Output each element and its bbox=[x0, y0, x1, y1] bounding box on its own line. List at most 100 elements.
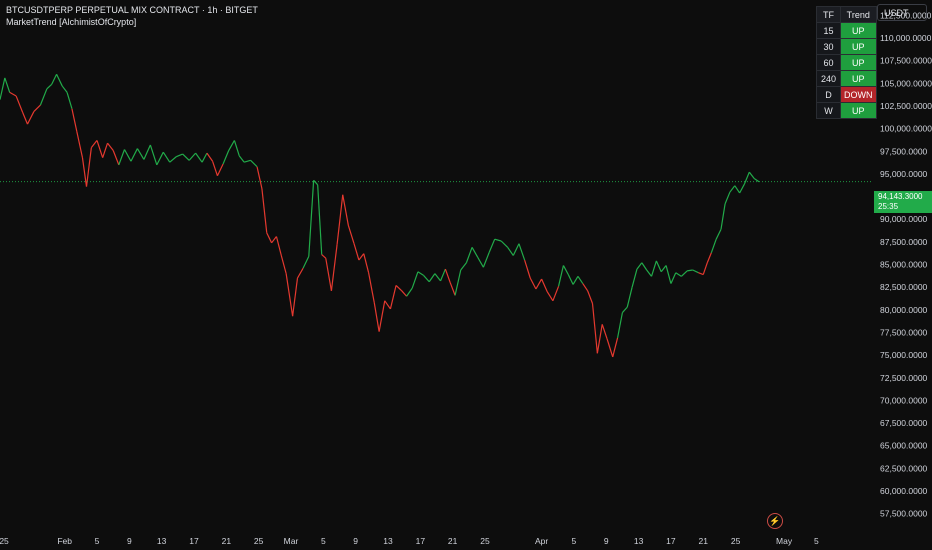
x-tick-label: 9 bbox=[127, 536, 132, 546]
price-segment bbox=[9, 91, 17, 97]
y-tick-label: 80,000.0000 bbox=[880, 305, 928, 315]
x-tick-label: 5 bbox=[321, 536, 326, 546]
time-axis[interactable]: 25 Feb 5 9 13 17 21 25 Mar 5 9 13 17 21 25 Apr 5 9 13 17 21 2… bbox=[0, 536, 819, 546]
price-segment bbox=[743, 171, 750, 185]
x-tick-label: 13 bbox=[383, 536, 393, 546]
price-segment bbox=[512, 243, 520, 256]
y-tick-label: 75,000.0000 bbox=[880, 350, 928, 360]
trend-row: D DOWN bbox=[816, 86, 877, 103]
price-segment bbox=[724, 191, 731, 205]
price-segment bbox=[216, 163, 224, 177]
price-segment bbox=[378, 300, 386, 332]
price-segment bbox=[567, 274, 574, 285]
price-segment bbox=[363, 253, 370, 273]
price-segment bbox=[423, 275, 430, 283]
price-segment bbox=[373, 302, 380, 332]
price-segment bbox=[665, 265, 672, 284]
price-segment bbox=[636, 262, 643, 270]
price-segment bbox=[76, 131, 84, 158]
trend-row: 60 UP bbox=[816, 54, 877, 71]
price-segment bbox=[384, 300, 391, 310]
x-tick-label: 9 bbox=[353, 536, 358, 546]
price-segment bbox=[557, 265, 564, 287]
trend-tf: 30 bbox=[816, 38, 841, 55]
price-segment bbox=[4, 77, 11, 93]
x-tick-label: 17 bbox=[189, 536, 199, 546]
price-segment bbox=[81, 157, 88, 187]
price-segment bbox=[112, 150, 120, 166]
price-segment bbox=[256, 166, 263, 189]
price-segment bbox=[313, 179, 319, 186]
price-segment bbox=[302, 256, 310, 269]
price-segment bbox=[66, 92, 73, 109]
price-segment bbox=[280, 255, 287, 274]
price-segment bbox=[454, 269, 462, 296]
x-tick-label: 21 bbox=[699, 536, 709, 546]
trend-row: 30 UP bbox=[816, 38, 877, 55]
trend-header: Trend bbox=[840, 6, 877, 23]
x-tick-label: 5 bbox=[814, 536, 819, 546]
y-tick-label: 110,000.0000 bbox=[880, 33, 932, 43]
price-segment bbox=[317, 184, 323, 255]
price-axis[interactable]: 112,500.0000 110,000.0000 107,500.0000 105,… bbox=[880, 10, 932, 518]
currency-button[interactable]: USDT bbox=[877, 4, 927, 21]
trend-value: UP bbox=[840, 54, 877, 71]
price-segment bbox=[681, 270, 688, 277]
current-price-label: 94,143.3000 25:35 bbox=[874, 191, 932, 213]
trend-value: DOWN bbox=[840, 86, 877, 103]
price-segment bbox=[616, 312, 624, 339]
price-segment bbox=[698, 272, 704, 276]
price-segment bbox=[577, 275, 584, 284]
trend-value: UP bbox=[840, 22, 877, 39]
price-segment bbox=[123, 149, 132, 162]
trend-row: 240 UP bbox=[816, 70, 877, 87]
price-segment bbox=[518, 243, 526, 261]
trend-row: W UP bbox=[816, 102, 877, 119]
price-segment bbox=[529, 277, 537, 290]
x-tick-label: 25 bbox=[480, 536, 490, 546]
price-segment bbox=[729, 185, 736, 193]
x-tick-label: 25 bbox=[731, 536, 741, 546]
price-segment bbox=[136, 148, 145, 160]
price-segment bbox=[61, 85, 68, 93]
price-segment bbox=[395, 284, 403, 292]
price-segment bbox=[342, 194, 349, 226]
x-tick-label: 5 bbox=[95, 536, 100, 546]
x-tick-label: Feb bbox=[57, 536, 72, 546]
x-tick-label: 13 bbox=[157, 536, 167, 546]
trend-tf: W bbox=[816, 102, 841, 119]
y-tick-label: 97,500.0000 bbox=[880, 146, 928, 156]
price-segment bbox=[541, 278, 548, 292]
bar-countdown: 25:35 bbox=[878, 202, 899, 211]
price-segment bbox=[675, 272, 682, 277]
x-tick-label: 25 bbox=[0, 536, 9, 546]
price-segment bbox=[546, 291, 554, 302]
price-segment bbox=[702, 262, 708, 275]
price-segment bbox=[471, 247, 479, 258]
price-segment bbox=[33, 104, 41, 112]
price-segment bbox=[22, 112, 29, 125]
lightning-icon[interactable]: ⚡ bbox=[767, 513, 783, 529]
price-segment bbox=[552, 286, 560, 302]
price-segment bbox=[275, 236, 282, 256]
x-tick-label: 21 bbox=[222, 536, 232, 546]
price-segment bbox=[449, 282, 456, 296]
price-segment bbox=[96, 140, 104, 158]
price-segment bbox=[465, 247, 473, 263]
price-segment bbox=[266, 232, 273, 244]
price-segment bbox=[686, 269, 693, 272]
price-segment bbox=[626, 287, 633, 308]
price-segment bbox=[292, 278, 299, 317]
x-tick-label: 25 bbox=[254, 536, 264, 546]
indicator-title[interactable]: MarketTrend [AlchimistOfCrypto] bbox=[6, 17, 137, 27]
price-segment bbox=[243, 159, 251, 163]
price-segment bbox=[720, 203, 726, 230]
price-segment bbox=[118, 149, 126, 166]
price-segment bbox=[401, 290, 408, 297]
y-tick-label: 107,500.0000 bbox=[880, 56, 932, 66]
price-segment bbox=[434, 273, 442, 282]
y-tick-label: 65,000.0000 bbox=[880, 441, 928, 451]
price-segment bbox=[308, 180, 315, 257]
